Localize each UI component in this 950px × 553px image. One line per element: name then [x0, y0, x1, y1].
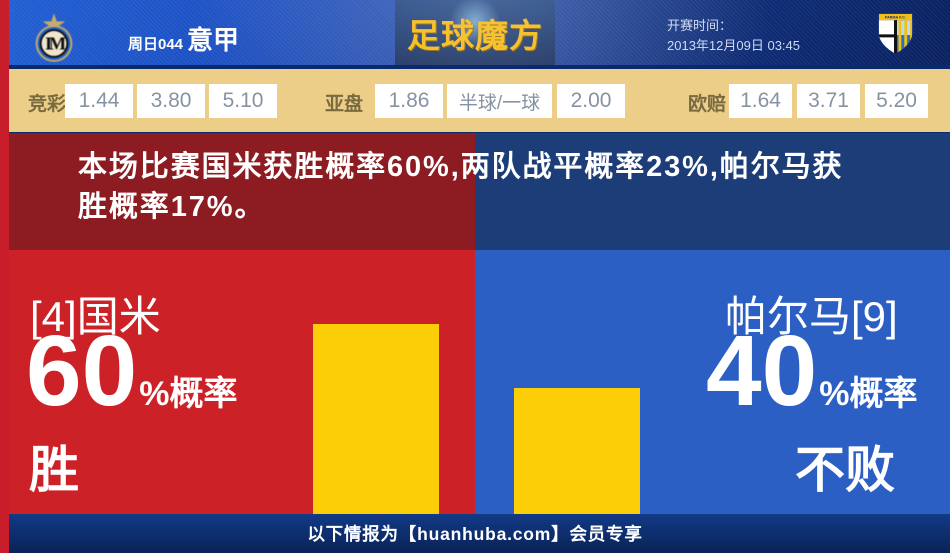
svg-text:PARMA F.C.: PARMA F.C. — [885, 15, 906, 19]
svg-text:IM: IM — [45, 33, 66, 53]
